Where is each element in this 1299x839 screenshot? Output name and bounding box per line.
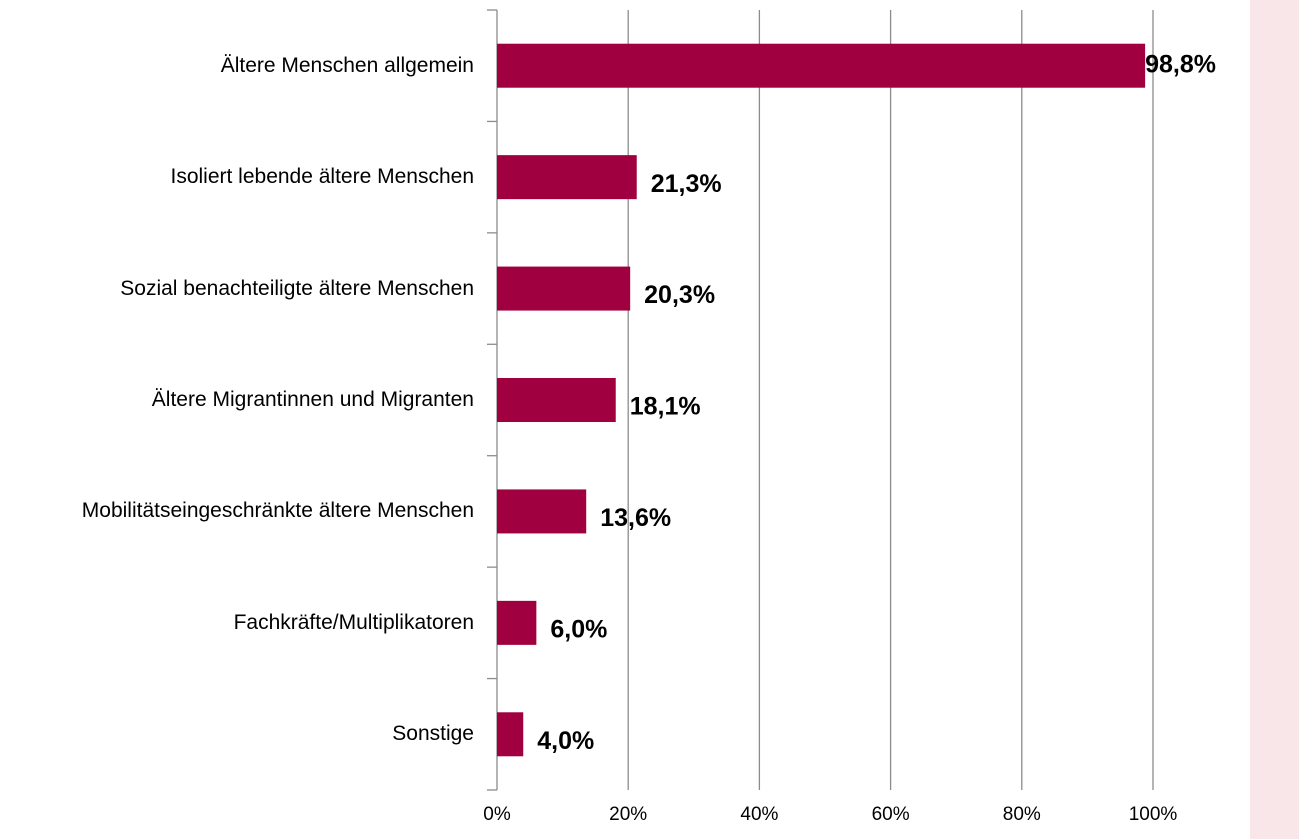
side-panel xyxy=(1250,0,1299,839)
category-label: Fachkräfte/Multiplikatoren xyxy=(233,610,474,634)
category-label: Ältere Menschen allgemein xyxy=(220,53,474,77)
x-tick-label: 20% xyxy=(609,804,647,825)
category-label: Mobilitätseingeschränkte ältere Menschen xyxy=(81,499,474,523)
category-label: Sonstige xyxy=(392,722,474,746)
x-tick-label: 60% xyxy=(872,804,910,825)
bar xyxy=(497,712,524,757)
x-tick-label: 80% xyxy=(1003,804,1041,825)
bar xyxy=(497,43,1146,88)
data-label: 18,1% xyxy=(630,393,701,421)
x-tick-label: 100% xyxy=(1129,804,1178,825)
data-label: 20,3% xyxy=(644,281,715,309)
bar xyxy=(497,489,587,534)
x-tick-label: 0% xyxy=(483,804,511,825)
bar xyxy=(497,155,637,200)
bar xyxy=(497,266,631,311)
data-label: 21,3% xyxy=(651,170,722,198)
category-label: Isoliert lebende ältere Menschen xyxy=(170,165,474,189)
category-label: Ältere Migrantinnen und Migranten xyxy=(151,387,474,411)
x-tick-label: 40% xyxy=(740,804,778,825)
category-label: Sozial benachteiligte ältere Menschen xyxy=(120,276,474,300)
data-label: 13,6% xyxy=(600,504,671,532)
data-label: 4,0% xyxy=(537,727,594,755)
data-label: 98,8% xyxy=(1145,50,1216,78)
bar xyxy=(497,378,616,422)
data-label: 6,0% xyxy=(550,615,607,643)
bar xyxy=(497,600,537,645)
